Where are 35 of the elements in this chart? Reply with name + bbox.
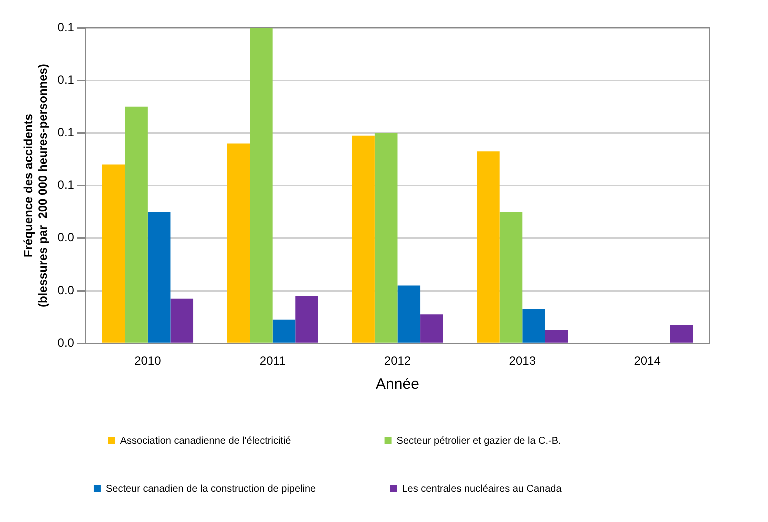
y-tick-label: 0.1	[58, 126, 75, 140]
legend-label: Association canadienne de l'électricitié	[120, 436, 347, 447]
bar	[522, 309, 546, 343]
x-tick-label: 2014	[634, 354, 662, 368]
bar	[170, 298, 194, 343]
legend-label: Secteur canadien de la construction de pipeline	[106, 484, 352, 495]
legend-label: Les centrales nucléaires au Canada	[402, 484, 634, 495]
y-tick-label: 0.0	[58, 336, 75, 350]
x-tick-label: 2010	[134, 354, 162, 368]
bar	[670, 325, 694, 343]
bar	[500, 212, 523, 343]
bar	[272, 320, 296, 343]
bar	[398, 286, 421, 343]
bar	[352, 136, 375, 343]
y-tick-label: 0.0	[58, 230, 75, 245]
bar	[477, 152, 500, 343]
x-tick-label: 2012	[384, 354, 412, 368]
bar	[250, 28, 273, 343]
bar	[148, 212, 171, 343]
bar	[125, 106, 148, 343]
x-axis-title: Année	[376, 376, 420, 394]
bar	[374, 133, 398, 343]
y-tick-label: 0.1	[58, 72, 75, 87]
y-tick-label: 0.1	[58, 178, 75, 192]
y-tick-label: 0.0	[58, 283, 75, 298]
bar	[545, 330, 568, 343]
legend-label: Secteur pétrolier et gazier de la C.-B.	[396, 436, 620, 447]
bar	[102, 164, 126, 343]
x-tick-label: 2011	[260, 354, 286, 368]
bar	[227, 144, 250, 343]
bar	[296, 296, 318, 343]
y-tick-label: 0.1	[58, 20, 75, 34]
y-axis-title: Fréquence des accidents (blessures par 200 000 heures-personnes)	[22, 64, 50, 308]
bar	[420, 314, 444, 343]
x-tick-label: 2013	[509, 354, 536, 368]
